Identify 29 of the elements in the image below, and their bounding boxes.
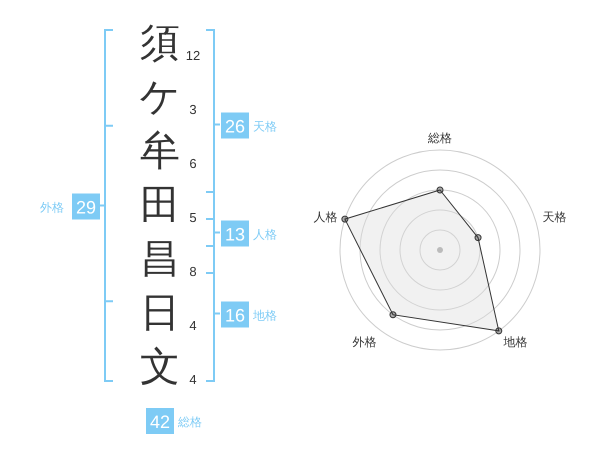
spoke-label: 地格: [502, 334, 528, 349]
text: 13: [224, 224, 246, 244]
text: 16: [224, 306, 246, 326]
text: 42: [150, 412, 170, 432]
text: 田: [140, 182, 180, 228]
spoke-label: 人格: [313, 210, 338, 224]
text: 文: [140, 344, 180, 390]
text: 須: [140, 20, 180, 66]
text: 牟: [140, 128, 180, 174]
text: 日: [140, 290, 180, 336]
text: 地格: [252, 308, 277, 322]
text: 6: [189, 156, 197, 171]
text: 29: [76, 198, 96, 218]
spoke-label: 外格: [352, 334, 377, 349]
text: 外格: [40, 200, 64, 214]
text: 天格: [253, 120, 277, 134]
text: 4: [189, 318, 197, 333]
text: 人格: [253, 228, 277, 242]
text: 4: [189, 372, 197, 387]
text: 12: [186, 48, 200, 63]
text: ケ: [140, 74, 180, 120]
text: 総格: [177, 415, 202, 429]
spoke-label: 総格: [427, 131, 452, 145]
text: 3: [189, 102, 197, 117]
spoke-label: 天格: [542, 210, 567, 224]
text: 5: [189, 210, 197, 225]
text: 昌: [140, 236, 180, 282]
text: 26: [224, 116, 246, 136]
text: 8: [189, 264, 197, 279]
